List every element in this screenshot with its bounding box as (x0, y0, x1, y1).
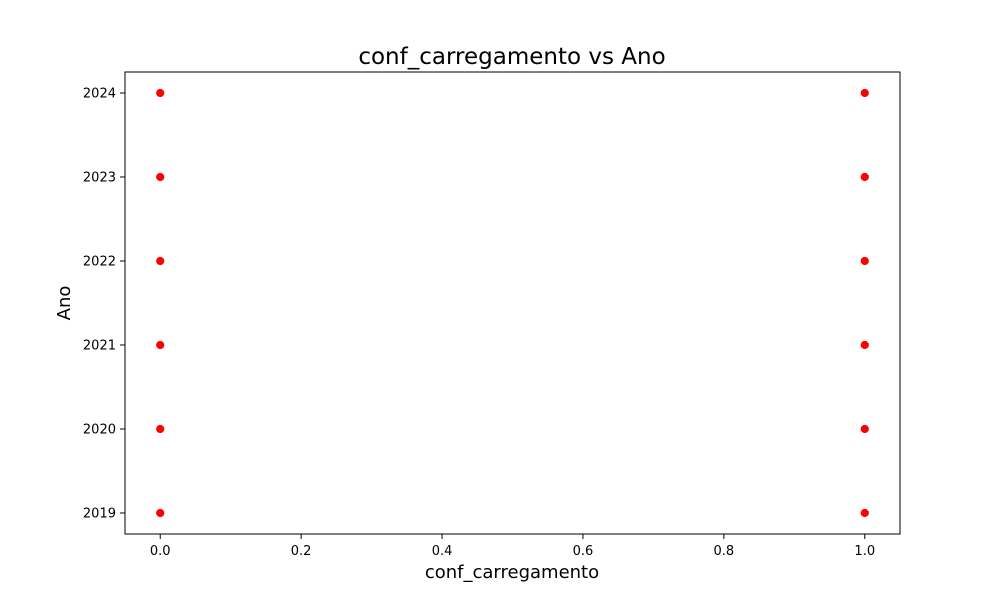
x-tick-label: 0.0 (150, 544, 171, 559)
x-axis-label: conf_carregamento (425, 562, 599, 583)
data-point (859, 256, 870, 266)
data-point (155, 340, 166, 350)
data-point (859, 508, 870, 518)
y-tick-label: 2022 (83, 255, 116, 270)
data-points (155, 88, 870, 518)
x-tick-label: 0.2 (291, 544, 312, 559)
data-point (155, 256, 166, 266)
data-point (859, 424, 870, 434)
data-point (155, 424, 166, 434)
data-point (155, 508, 166, 518)
y-tick-label: 2023 (83, 171, 116, 186)
y-tick-label: 2021 (83, 339, 116, 354)
data-point (859, 340, 870, 350)
data-point (155, 172, 166, 182)
y-tick-label: 2019 (83, 507, 116, 522)
plot-area (124, 71, 901, 535)
data-point (859, 88, 870, 98)
x-tick-label: 1.0 (854, 544, 875, 559)
y-axis-label: Ano (54, 286, 75, 321)
y-tick-label: 2020 (83, 423, 116, 438)
y-tick-label: 2024 (83, 87, 116, 102)
y-axis-ticks: 2019 2020 2021 2022 2023 2024 (83, 87, 125, 522)
x-tick-label: 0.8 (714, 544, 735, 559)
x-tick-label: 0.6 (573, 544, 594, 559)
chart-title: conf_carregamento vs Ano (358, 44, 665, 70)
plot-frame (124, 71, 901, 535)
x-tick-label: 0.4 (432, 544, 453, 559)
data-point (859, 172, 870, 182)
data-point (155, 88, 166, 98)
x-axis-ticks: 0.0 0.2 0.4 0.6 0.8 1.0 (150, 534, 875, 559)
